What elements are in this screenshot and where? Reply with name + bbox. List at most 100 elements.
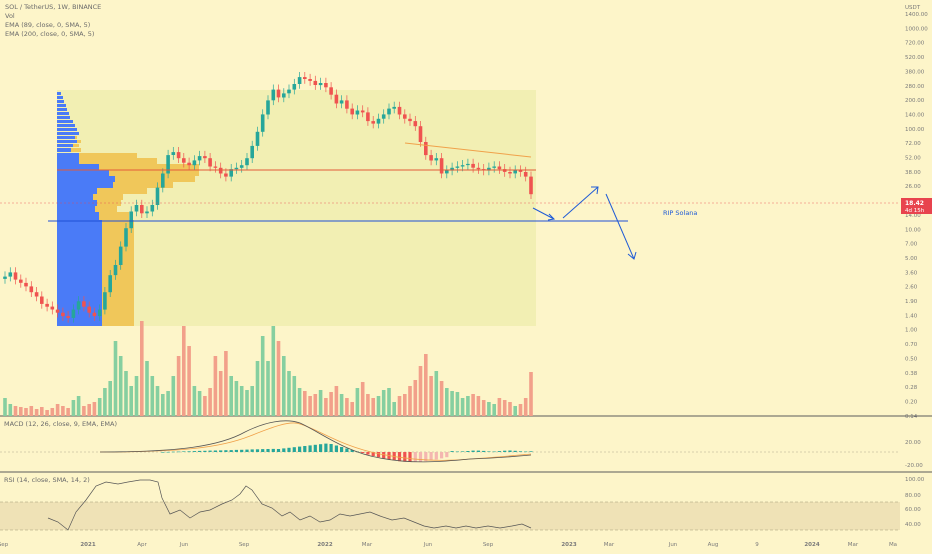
profile-bar-blue	[57, 148, 71, 152]
price-axis[interactable]: 1400.00 1000.00 720.00 520.00 380.00 280.00 20…	[905, 12, 928, 420]
volume-bar	[523, 398, 528, 416]
candle-body	[313, 80, 318, 85]
price-tick-label: 5.00	[905, 256, 918, 262]
profile-bar-blue	[57, 112, 69, 115]
macd-label[interactable]: MACD (12, 26, close, 9, EMA, EMA)	[4, 420, 118, 428]
price-tick-label: 380.00	[905, 69, 925, 75]
time-tick-label: Mar	[848, 542, 859, 548]
time-tick-label: Mar	[604, 542, 615, 548]
price-tick-label: 100.00	[905, 127, 925, 133]
arrow-head-1	[547, 213, 556, 221]
volume-bar	[182, 326, 186, 416]
price-tick-label: 720.00	[905, 41, 925, 47]
profile-bar-blue	[57, 104, 66, 107]
price-tick-label: 0.50	[905, 356, 918, 362]
volume-bar	[113, 341, 118, 416]
rsi-label[interactable]: RSI (14, close, SMA, 14, 2)	[4, 476, 90, 484]
last-price-countdown: 4d 15h	[905, 208, 925, 214]
volume-bar	[492, 404, 496, 416]
volume-bar	[455, 392, 460, 416]
volume-bar	[339, 394, 344, 416]
candle-body	[129, 211, 133, 229]
candle-body	[513, 170, 517, 174]
volume-bar	[213, 356, 218, 416]
price-tick-label: 0.14	[905, 414, 918, 420]
candle-body	[145, 211, 149, 214]
volume-bar	[418, 366, 423, 416]
volume-bar	[250, 386, 254, 416]
volume-bar	[192, 386, 197, 416]
volume-bar	[397, 396, 402, 416]
macd-hist-bar	[408, 452, 412, 462]
candle-body	[213, 166, 218, 168]
legend-vol[interactable]: Vol	[5, 12, 15, 20]
profile-bar-yellow	[102, 220, 134, 326]
candle-body	[176, 152, 181, 159]
profile-bar-blue	[57, 206, 95, 212]
candle-body	[71, 309, 76, 318]
profile-bar-blue	[57, 108, 67, 111]
volume-bar	[487, 402, 491, 416]
candle-body	[392, 106, 396, 109]
macd-hist-bar	[403, 452, 407, 462]
candle-body	[40, 296, 44, 304]
candle-body	[518, 170, 523, 172]
macd-hist-bar	[382, 452, 386, 459]
volume-bar	[239, 386, 244, 416]
volume-bar	[403, 394, 407, 416]
candle-body	[455, 166, 460, 168]
volume-bar	[271, 326, 276, 416]
trend-line[interactable]	[404, 142, 532, 158]
candle-body	[492, 166, 496, 168]
volume-bar	[513, 406, 517, 416]
price-tick-label: 200.00	[905, 98, 925, 104]
candle-body	[266, 100, 270, 115]
candle-body	[466, 163, 470, 166]
volume-bar	[40, 407, 44, 416]
price-tick-label: 1400.00	[905, 12, 928, 18]
volume-bar	[502, 400, 507, 416]
macd-hist-bar	[518, 451, 523, 452]
candle-body	[140, 205, 144, 214]
volume-bar	[176, 356, 181, 416]
price-axis-currency: USDT	[905, 5, 921, 11]
candle-body	[150, 205, 155, 212]
profile-bar-blue	[57, 140, 77, 143]
time-axis[interactable]: Sep 2021 Apr Jun Sep 2022 Mar Jun Sep 2023 Mar Jun A…	[0, 542, 897, 548]
time-tick-label: Ma	[889, 542, 897, 548]
annotation-rip-solana[interactable]: RIP Solana	[663, 209, 697, 217]
profile-bar-yellow	[113, 182, 173, 188]
candle-body	[61, 312, 65, 317]
candle-body	[371, 121, 375, 124]
macd-hist-bar	[487, 451, 491, 452]
volume-bar	[229, 376, 233, 416]
volume-bar	[3, 398, 7, 416]
macd-hist-bar	[255, 449, 260, 452]
macd-hist-bar	[371, 452, 375, 456]
macd-hist-bar	[366, 452, 370, 455]
candle-body	[282, 93, 286, 98]
volume-bar	[218, 371, 223, 416]
volume-bar	[255, 361, 260, 416]
macd-hist-bar	[340, 447, 344, 452]
price-tick-label: 0.70	[905, 342, 918, 348]
candle-body	[108, 275, 112, 293]
forecast-arrows[interactable]	[532, 186, 637, 260]
macd-hist-bar	[261, 449, 265, 452]
candle-body	[113, 265, 118, 276]
macd-hist-bar	[198, 450, 202, 452]
candle-body	[355, 110, 360, 115]
price-tick-label: 10.00	[905, 227, 921, 233]
rsi-band	[0, 502, 900, 530]
price-tick-label: 1.90	[905, 299, 918, 305]
volume-bar	[150, 376, 155, 416]
profile-bar-blue	[57, 136, 75, 139]
legend-symbol[interactable]: SOL / TetherUS, 1W, BINANCE	[5, 3, 102, 11]
legend-ema-200[interactable]: EMA (200, close, 0, SMA, 5)	[5, 30, 95, 38]
arrow-head-2	[591, 186, 599, 195]
candle-body	[245, 158, 249, 166]
volume-bar	[134, 376, 139, 416]
volume-bar	[45, 410, 49, 416]
legend-ema-89[interactable]: EMA (89, close, 0, SMA, 5)	[5, 21, 91, 29]
